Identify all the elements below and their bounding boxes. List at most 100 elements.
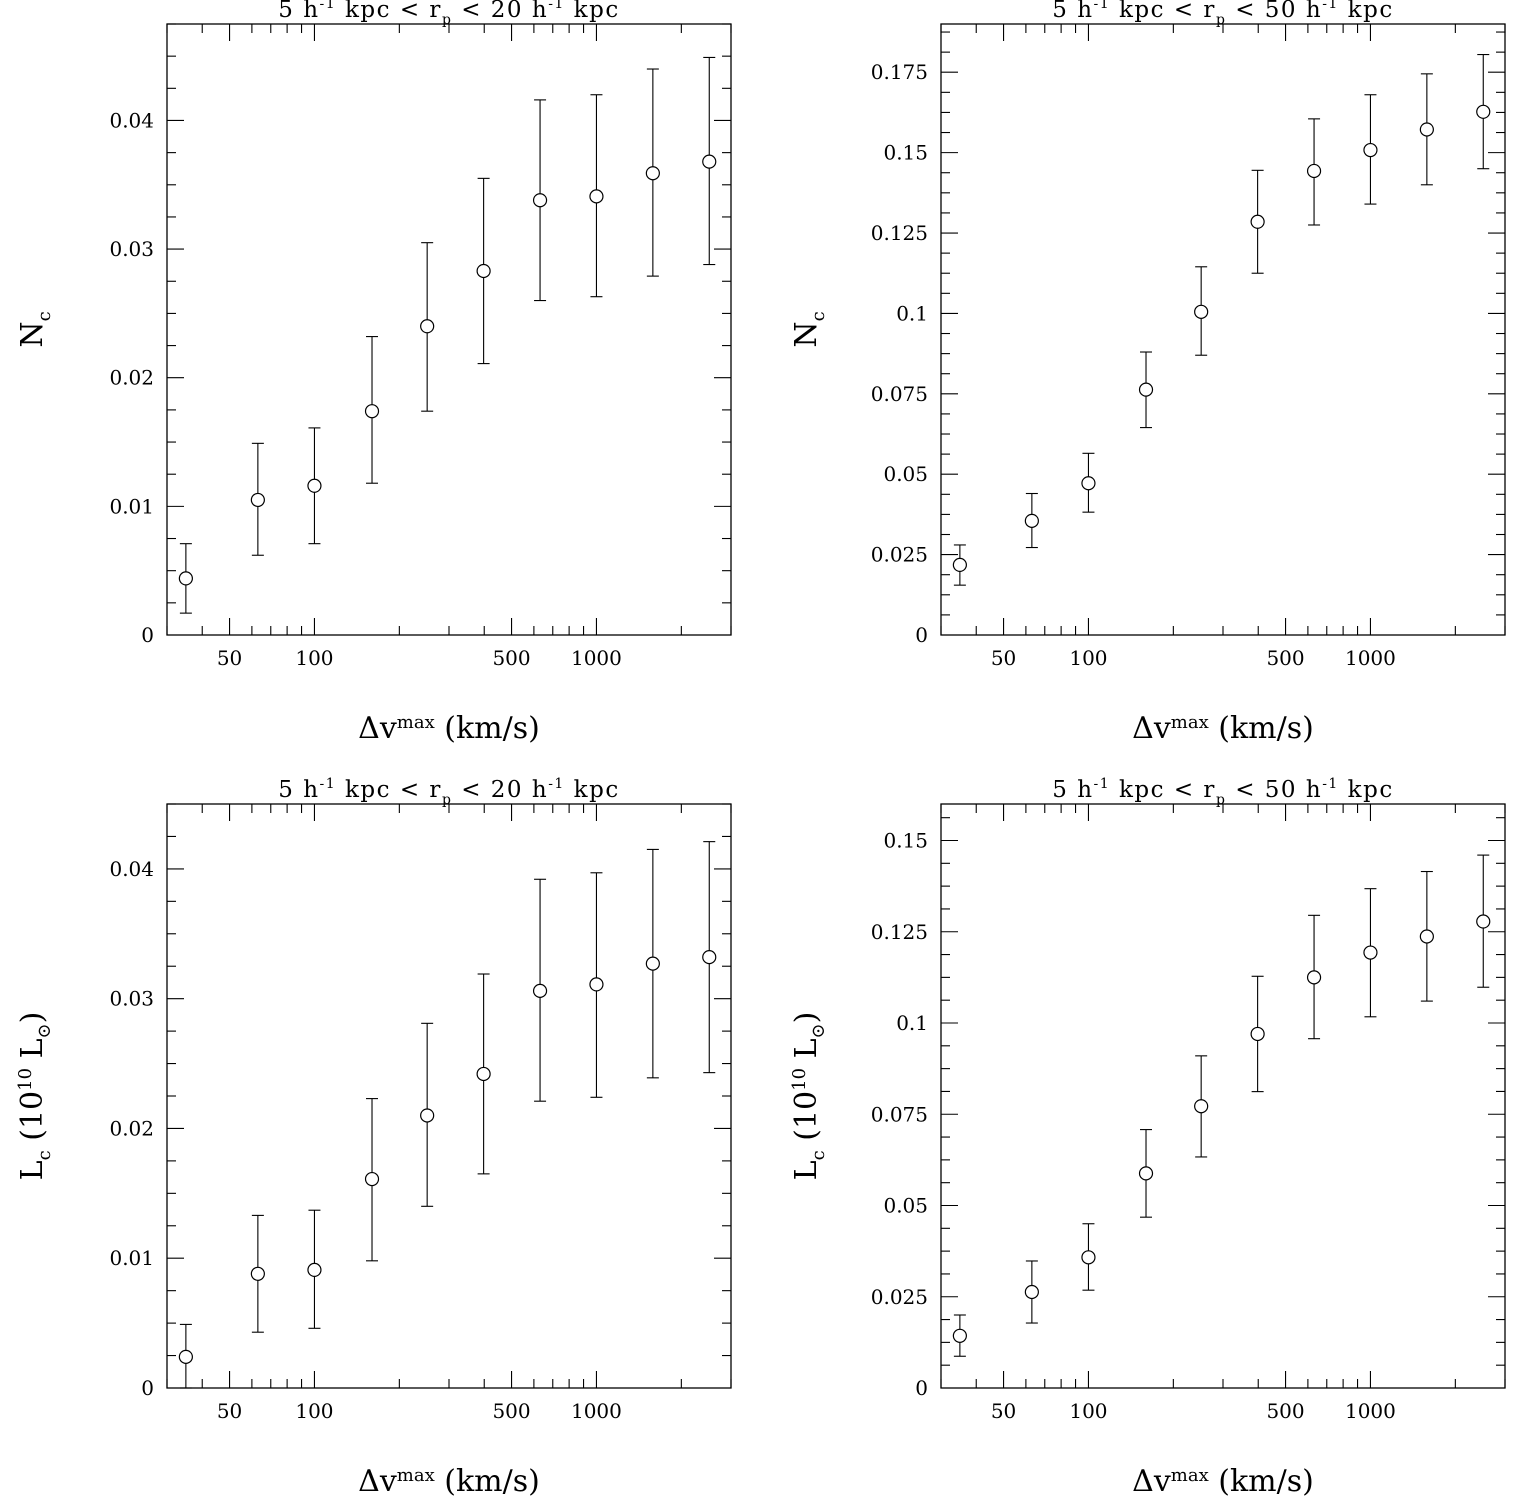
y-tick-label: 0.125 <box>871 221 928 245</box>
y-tick-label: 0.1 <box>896 301 928 325</box>
title-superscript: -1 <box>1322 776 1339 792</box>
y-axis-label-subscript: c <box>808 311 829 321</box>
data-point <box>1476 914 1491 929</box>
y-tick-label: 0.15 <box>883 829 928 853</box>
y-tick-label: 0.075 <box>871 382 928 406</box>
x-axis-label-symbol: Δv <box>358 711 397 746</box>
y-tick-label: 0.075 <box>871 1102 928 1126</box>
data-point <box>420 1108 435 1123</box>
title-text: kpc <box>1339 777 1394 803</box>
data-point <box>1138 382 1154 397</box>
data-point <box>1024 1284 1039 1300</box>
y-tick-label: 0.025 <box>871 543 928 567</box>
data-point <box>178 1349 193 1364</box>
data-point <box>1306 163 1322 179</box>
y-tick-label: 0.125 <box>871 920 928 944</box>
data-point <box>1024 513 1039 528</box>
data-point <box>1081 1250 1096 1265</box>
x-tick-label: 1000 <box>1345 646 1396 670</box>
y-tick-label: 0 <box>141 623 154 647</box>
x-axis-label: Δvmax (km/s) <box>358 711 540 746</box>
title-text: kpc < r <box>1110 0 1216 23</box>
y-axis-label-unit: ) <box>15 1012 50 1024</box>
plot-frame <box>166 803 732 1389</box>
x-tick-label: 500 <box>1266 646 1304 670</box>
panel-title: 5 h-1 kpc < rp < 50 h-1 kpc <box>1052 776 1393 808</box>
x-tick-label: 50 <box>991 1399 1016 1423</box>
title-text: < 50 h <box>1226 777 1322 803</box>
data-point <box>1419 122 1434 137</box>
title-text: < 50 h <box>1226 0 1322 23</box>
data-point <box>1194 304 1209 319</box>
x-tick-label: 50 <box>991 646 1016 670</box>
panel-top-right: 50 100 500 1000 0 0.025 0.05 0.075 0.1 0.125 0.15 0… <box>789 0 1506 746</box>
x-axis-label-unit: (km/s) <box>1209 711 1314 746</box>
panel-title: 5 h-1 kpc < rp < 20 h-1 kpc <box>278 0 619 28</box>
data-point <box>952 557 967 572</box>
x-axis-label-unit: (km/s) <box>435 711 540 746</box>
y-tick-label: 0.03 <box>109 987 154 1011</box>
x-axis-label-symbol: Δv <box>358 1464 397 1499</box>
title-text: kpc <box>565 0 620 23</box>
y-axis-label: Lc (1010 L⊙) <box>15 1012 55 1181</box>
title-text: kpc < r <box>336 777 442 803</box>
data-point <box>702 950 717 965</box>
title-text: kpc <box>1339 0 1394 23</box>
x-tick-label: 500 <box>1266 1399 1304 1423</box>
title-subscript: p <box>1216 792 1226 808</box>
y-tick-label: 0.02 <box>109 1116 154 1140</box>
data-point <box>1194 1099 1209 1114</box>
x-tick-label: 100 <box>1069 1399 1107 1423</box>
x-axis-label: Δvmax (km/s) <box>358 1464 540 1499</box>
x-tick-label: 1000 <box>1345 1399 1396 1423</box>
title-text: < 20 h <box>452 777 548 803</box>
title-subscript: p <box>442 12 452 28</box>
title-text: 5 h <box>278 777 319 803</box>
y-axis-label-unit: ) <box>789 1012 824 1024</box>
y-axis-label: Lc (1010 L⊙) <box>789 1012 829 1181</box>
data-point <box>1306 970 1322 985</box>
title-text: kpc < r <box>336 0 442 23</box>
y-axis-label-sun-symbol: ⊙ <box>34 1023 55 1038</box>
y-tick-label: 0.04 <box>109 108 154 132</box>
x-axis-label: Δvmax (km/s) <box>1132 1464 1314 1499</box>
plot-frame <box>940 23 1506 636</box>
y-tick-label: 0 <box>915 1376 928 1400</box>
data-point <box>250 492 265 508</box>
title-text: kpc < r <box>1110 777 1216 803</box>
x-axis-label-superscript: max <box>397 712 435 733</box>
data-point <box>1363 945 1378 960</box>
data-point <box>476 1066 491 1082</box>
data-point <box>532 193 548 208</box>
title-superscript: -1 <box>320 0 337 12</box>
data-point <box>645 166 660 181</box>
plot-frame <box>940 803 1506 1389</box>
data-point <box>589 977 604 992</box>
y-axis-label-exponent: 10 <box>15 1068 36 1091</box>
y-tick-label: 0.04 <box>109 857 154 881</box>
y-tick-label: 0.05 <box>883 462 928 486</box>
y-tick-label: 0.175 <box>871 60 928 84</box>
y-axis-label-unit: L <box>789 1038 824 1068</box>
data-point <box>1250 214 1265 229</box>
data-point <box>476 263 491 279</box>
data-point <box>589 189 604 204</box>
y-axis-label-subscript: c <box>808 1150 829 1160</box>
y-tick-label: 0.02 <box>109 366 154 390</box>
y-tick-label: 0.03 <box>109 237 154 261</box>
title-text: kpc <box>565 777 620 803</box>
y-tick-label: 0.025 <box>871 1285 928 1309</box>
y-axis-label-unit: (10 <box>789 1091 824 1150</box>
y-tick-label: 0.01 <box>109 494 154 518</box>
x-axis-label-superscript: max <box>1171 712 1209 733</box>
data-point <box>1419 929 1434 944</box>
data-point <box>364 1171 380 1187</box>
data-point <box>1363 142 1378 158</box>
data-point <box>250 1266 265 1281</box>
title-text: < 20 h <box>452 0 548 23</box>
y-tick-label: 0 <box>915 623 928 647</box>
plot-frame <box>166 23 732 636</box>
x-tick-label: 50 <box>217 1399 242 1423</box>
